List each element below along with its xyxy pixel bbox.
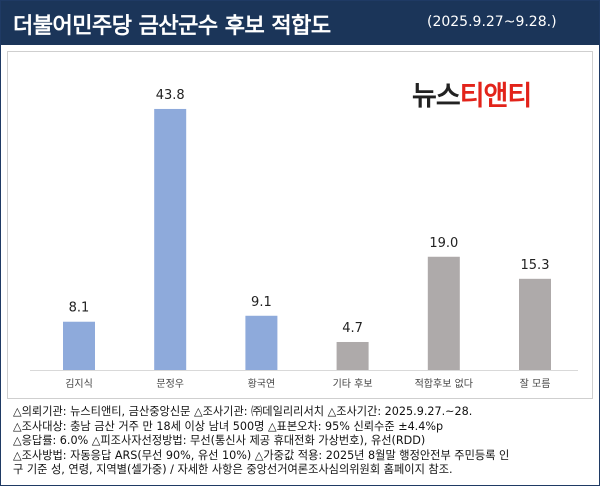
survey-date: (2025.9.27~9.28.) bbox=[427, 14, 557, 30]
data-label: 19.0 bbox=[429, 236, 458, 251]
note-line: 구 기준 성, 연령, 지역별(셀가중) / 자세한 사항은 중앙선거여론조사심… bbox=[13, 463, 453, 477]
category-label: 황국연 bbox=[248, 378, 276, 390]
data-label: 9.1 bbox=[251, 295, 272, 310]
note-line: △조사방법: 자동응답 ARS(무선 90%, 유선 10%) △가중값 적용:… bbox=[13, 448, 510, 462]
news-logo: 뉴스티앤티 bbox=[412, 74, 533, 113]
bar bbox=[154, 108, 187, 370]
bar bbox=[63, 321, 95, 370]
bar bbox=[336, 341, 369, 370]
survey-notes: △의뢰기관: 뉴스티앤티, 금산중앙신문 △조사기관: ㈜데일리리서치 △조사기… bbox=[13, 405, 593, 478]
category-label: 기타 후보 bbox=[333, 378, 373, 390]
category-label: 김지식 bbox=[65, 378, 93, 390]
data-label: 15.3 bbox=[521, 258, 550, 273]
data-label: 4.7 bbox=[342, 321, 363, 336]
note-line: △응답률: 6.0% △피조사자선정방법: 무선(통신사 제공 휴대전화 가상번… bbox=[13, 434, 426, 448]
logo-text-red: 티앤티 bbox=[459, 81, 533, 112]
category-label: 문정우 bbox=[156, 378, 184, 390]
chart-panel: 뉴스티앤티 8.1 김지식 43.8 문정우 9.1 황국연 4.7 기타 후보 19.0 적합후… bbox=[7, 51, 593, 399]
data-label: 43.8 bbox=[156, 88, 185, 103]
bar bbox=[245, 315, 278, 370]
category-label: 적합후보 없다 bbox=[415, 377, 473, 390]
bar bbox=[427, 256, 460, 370]
bar bbox=[519, 278, 551, 370]
data-label: 8.1 bbox=[69, 301, 90, 316]
logo-text-black: 뉴스 bbox=[412, 81, 461, 112]
note-line: △의뢰기관: 뉴스티앤티, 금산중앙신문 △조사기관: ㈜데일리리서치 △조사기… bbox=[13, 405, 473, 418]
header-bar: 더불어민주당 금산군수 후보 적합도 (2025.9.27~9.28.) bbox=[1, 1, 599, 45]
category-label: 잘 모름 bbox=[520, 378, 551, 390]
bar-chart: 8.1 김지식 43.8 문정우 9.1 황국연 4.7 기타 후보 19.0 적합후보 없다 15… bbox=[30, 88, 578, 390]
note-line: △조사대상: 충남 금산 거주 만 18세 이상 남녀 500명 △표본오차: … bbox=[13, 419, 444, 433]
page-title: 더불어민주당 금산군수 후보 적합도 bbox=[13, 14, 331, 39]
